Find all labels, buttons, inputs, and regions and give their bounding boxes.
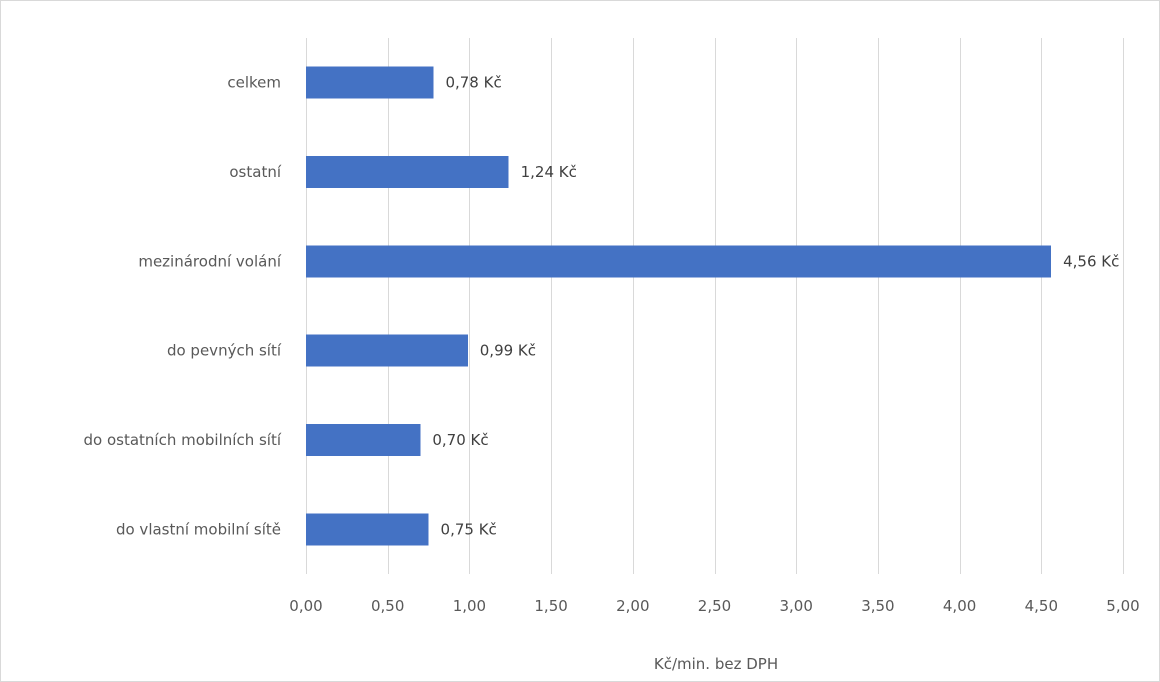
data-label: 0,75 Kč: [441, 520, 497, 538]
bar: [306, 334, 468, 367]
x-tick-label: 3,00: [779, 597, 812, 615]
bar: [306, 513, 429, 546]
bar: [306, 245, 1052, 278]
x-tick-label: 4,00: [943, 597, 976, 615]
x-tick-labels: 0,00 0,50 1,00 1,50 2,00 2,50 3,00 3,50 4,00 4,50…: [289, 597, 1139, 615]
x-tick-label: 0,50: [371, 597, 404, 615]
x-tick-label: 1,00: [453, 597, 486, 615]
bars: [306, 66, 1052, 546]
category-labels: celkem ostatní mezinárodní volání do pevnýc…: [84, 74, 282, 539]
category-label: do pevných sítí: [167, 342, 282, 360]
data-label: 0,78 Kč: [445, 74, 501, 92]
data-label: 0,70 Kč: [432, 431, 488, 449]
bar: [306, 66, 434, 99]
gridlines: [306, 38, 1124, 574]
x-tick-label: 5,00: [1106, 597, 1139, 615]
data-label: 1,24 Kč: [521, 163, 577, 181]
bar: [306, 156, 509, 188]
x-tick-label: 3,50: [861, 597, 894, 615]
category-label: celkem: [227, 74, 281, 92]
x-tick-label: 2,00: [616, 597, 649, 615]
x-tick-label: 1,50: [534, 597, 567, 615]
category-label: mezinárodní volání: [138, 252, 281, 270]
x-tick-label: 0,00: [289, 597, 322, 615]
x-tick-label: 4,50: [1025, 597, 1058, 615]
x-tick-label: 2,50: [698, 597, 731, 615]
category-label: do ostatních mobilních sítí: [84, 431, 282, 449]
category-label: ostatní: [229, 163, 281, 181]
data-label: 0,99 Kč: [480, 342, 536, 360]
data-label: 4,56 Kč: [1063, 252, 1119, 270]
data-labels: 0,78 Kč 1,24 Kč 4,56 Kč 0,99 Kč 0,70 Kč 0,75 …: [432, 74, 1119, 539]
x-axis-title: Kč/min. bez DPH: [654, 655, 778, 673]
category-label: do vlastní mobilní sítě: [116, 520, 281, 538]
bar: [306, 424, 421, 456]
